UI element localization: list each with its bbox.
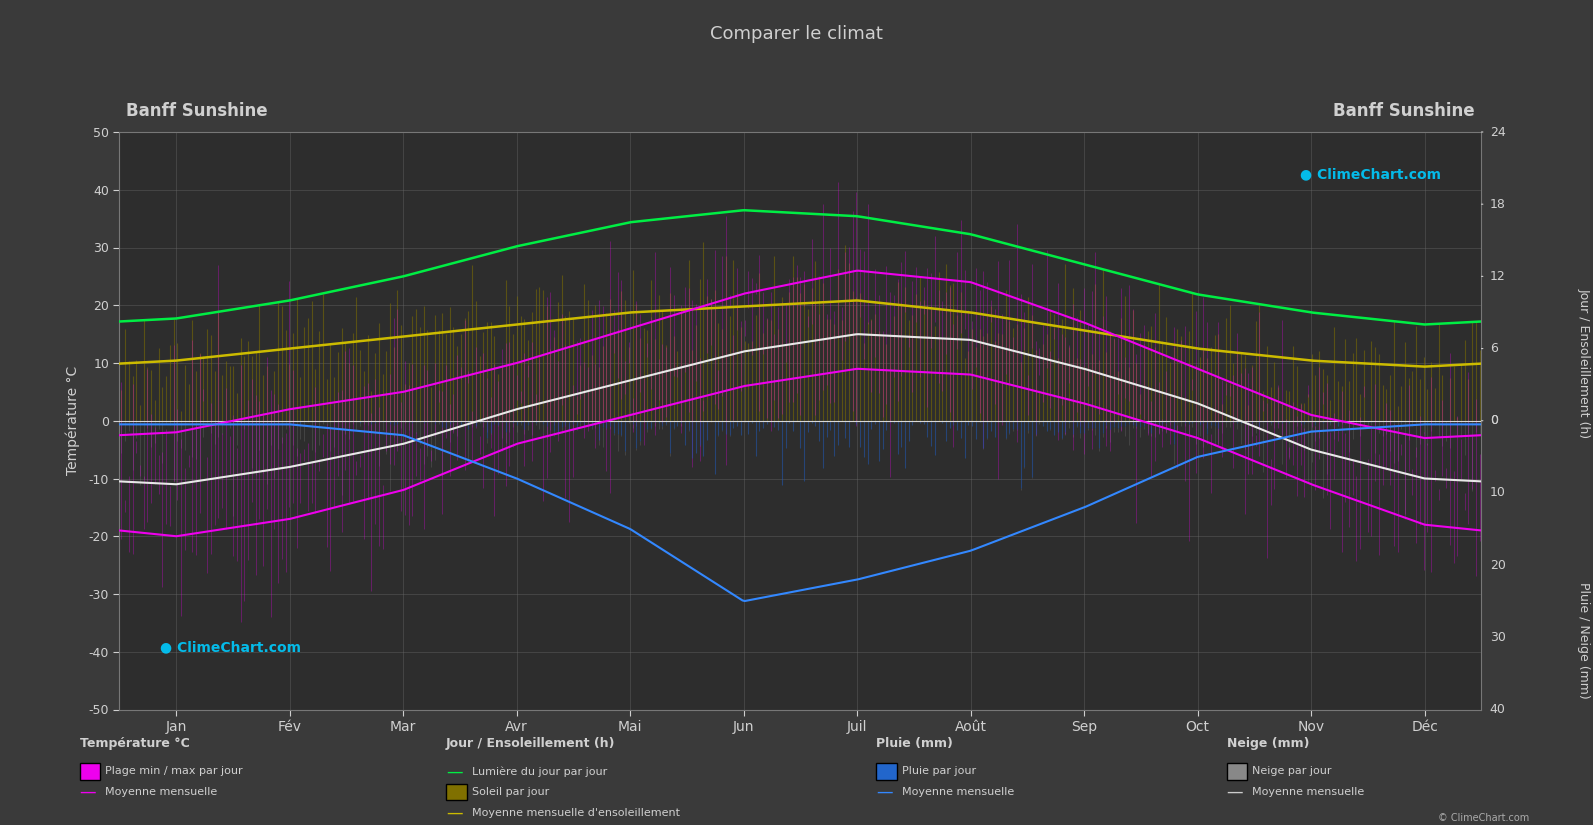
Text: 0: 0 xyxy=(1489,414,1497,427)
Text: ● ClimeChart.com: ● ClimeChart.com xyxy=(161,641,301,655)
Text: 20: 20 xyxy=(1489,559,1505,572)
Text: Jour / Ensoleillement (h): Jour / Ensoleillement (h) xyxy=(1577,288,1590,438)
Text: Pluie (mm): Pluie (mm) xyxy=(876,737,953,750)
Text: —: — xyxy=(80,783,96,801)
Text: Neige (mm): Neige (mm) xyxy=(1227,737,1309,750)
Text: Banff Sunshine: Banff Sunshine xyxy=(1333,102,1475,120)
Text: —: — xyxy=(446,762,462,780)
Text: Moyenne mensuelle: Moyenne mensuelle xyxy=(1252,787,1364,797)
Text: Moyenne mensuelle: Moyenne mensuelle xyxy=(105,787,217,797)
Text: Jour / Ensoleillement (h): Jour / Ensoleillement (h) xyxy=(446,737,615,750)
Text: Pluie par jour: Pluie par jour xyxy=(902,766,977,776)
Text: ● ClimeChart.com: ● ClimeChart.com xyxy=(1300,167,1440,182)
Text: Soleil par jour: Soleil par jour xyxy=(472,787,548,797)
Text: Neige par jour: Neige par jour xyxy=(1252,766,1332,776)
Text: —: — xyxy=(1227,783,1243,801)
Text: Pluie / Neige (mm): Pluie / Neige (mm) xyxy=(1577,582,1590,700)
Text: 0: 0 xyxy=(1489,414,1497,427)
Text: 18: 18 xyxy=(1489,198,1505,210)
Text: © ClimeChart.com: © ClimeChart.com xyxy=(1438,813,1529,823)
Text: Plage min / max par jour: Plage min / max par jour xyxy=(105,766,242,776)
Text: Moyenne mensuelle: Moyenne mensuelle xyxy=(902,787,1013,797)
Text: 40: 40 xyxy=(1489,703,1505,716)
Text: Moyenne mensuelle d'ensoleillement: Moyenne mensuelle d'ensoleillement xyxy=(472,808,680,818)
Text: 10: 10 xyxy=(1489,487,1505,499)
Y-axis label: Température °C: Température °C xyxy=(65,366,80,475)
Text: —: — xyxy=(446,804,462,822)
Text: Lumière du jour par jour: Lumière du jour par jour xyxy=(472,766,607,776)
Text: 30: 30 xyxy=(1489,631,1505,644)
Text: Température °C: Température °C xyxy=(80,737,190,750)
Text: Banff Sunshine: Banff Sunshine xyxy=(126,102,268,120)
Text: 24: 24 xyxy=(1489,125,1505,139)
Text: 6: 6 xyxy=(1489,342,1497,355)
Text: 12: 12 xyxy=(1489,270,1505,283)
Text: Comparer le climat: Comparer le climat xyxy=(710,25,883,43)
Text: —: — xyxy=(876,783,892,801)
